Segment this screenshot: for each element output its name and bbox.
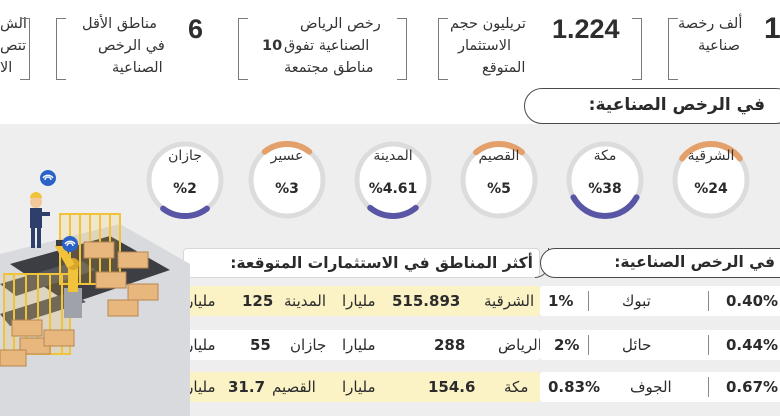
stat-least-text3: الصناعية [112, 60, 163, 76]
divider [708, 335, 710, 355]
region-name: حائل [622, 336, 652, 354]
stat-riyadh-text3: مناطق مجتمعة [284, 60, 374, 76]
ring-graphic [566, 141, 644, 219]
investment-value: 288 [434, 336, 466, 354]
bracket [438, 18, 448, 80]
table-row: الشرقية 515.893 مليارا المدينة 125 مليار… [178, 286, 540, 316]
divider [708, 291, 710, 311]
ring-value: %5 [487, 181, 511, 197]
ring-arc [261, 141, 313, 155]
ring-arc [473, 141, 525, 156]
percent-far: 0.44% [726, 336, 779, 354]
stat-investment-number: 1.224 [552, 14, 620, 44]
investment-value: 55 [250, 336, 271, 354]
ring-graphic [460, 141, 538, 219]
region-name: الشرقية [484, 292, 535, 310]
bracket [238, 18, 248, 80]
licenses-title: في الرخص الصناعية: [540, 248, 780, 278]
stat-investment-text3: المتوقع [482, 60, 526, 76]
region-ring: جازان %2 [142, 134, 228, 226]
investment-value: 31.7 [228, 378, 266, 396]
unit: مليارا [342, 378, 376, 396]
stat-cut-text2: تتص [0, 38, 27, 54]
region-name: مكة [504, 378, 529, 396]
stat-riyadh-bold: 10 [262, 38, 283, 54]
ring-region-name: القصيم [478, 148, 520, 164]
investment-value: 154.6 [428, 378, 476, 396]
unit: مليارا [182, 336, 216, 354]
unit: مليارا [182, 292, 216, 310]
region-name: تبوك [622, 292, 651, 310]
ring-value: %38 [588, 181, 622, 197]
stat-riyadh-text1: رخص الرياض [300, 16, 381, 32]
unit: مليارا [342, 292, 376, 310]
divider [588, 335, 590, 355]
stat-least-text2: في الرخص [98, 38, 165, 54]
investments-title-text: أكثر المناطق في الاستثمارات المتوقعة: [230, 254, 533, 272]
region-ring: عسير %3 [244, 134, 330, 226]
ring-arc [679, 141, 743, 162]
ring-value: %3 [275, 181, 299, 197]
section-title: في الرخص الصناعية: [524, 88, 780, 124]
region-name: المدينة [284, 292, 327, 310]
stat-licenses-text2: صناعية [698, 38, 740, 54]
stat-investment-text1: تريليون حجم [450, 16, 526, 32]
stat-licenses-text1: ألف رخصة [678, 16, 743, 32]
region-name: جازان [290, 336, 327, 354]
region-name: القصيم [272, 378, 316, 396]
bracket [632, 18, 642, 80]
region-ring: مكة %38 [562, 134, 648, 226]
investment-value: 515.893 [392, 292, 461, 310]
ring-region-name: عسير [270, 148, 304, 164]
region-ring: القصيم %5 [456, 134, 542, 226]
table-row: 0.83% الجوف 0.67% [540, 372, 780, 402]
investments-title: أكثر المناطق في الاستثمارات المتوقعة: [183, 248, 549, 278]
percent: 2% [554, 336, 580, 354]
ring-graphic [146, 141, 224, 219]
top-stats-band [0, 0, 780, 96]
stat-least-text1: مناطق الأقل [82, 16, 158, 32]
factory-illustration [0, 170, 190, 416]
ring-graphic [672, 141, 750, 219]
percent: 1% [548, 292, 574, 310]
region-ring: الشرقية %24 [668, 134, 754, 226]
stat-investment-text2: الاستثمار [458, 38, 512, 54]
table-row: الرياض 288 مليارا جازان 55 مليارا [178, 330, 542, 360]
table-row: مكة 154.6 مليارا القصيم 31.7 مليارا [178, 372, 540, 402]
bracket [20, 18, 30, 80]
stat-riyadh-text2: الصناعية تفوق [284, 38, 370, 54]
region-ring: المدينة %4.61 [350, 134, 436, 226]
stat-licenses-number: 1 [764, 12, 780, 45]
ring-region-name: مكة [593, 148, 617, 164]
stat-cut-text1: الش [0, 16, 27, 32]
table-row: 2% حائل 0.44% [540, 330, 780, 360]
ring-value: %4.61 [368, 181, 418, 197]
percent-far: 0.40% [726, 292, 779, 310]
unit: مليارا [182, 378, 216, 396]
unit: مليارا [342, 336, 376, 354]
ring-arc [570, 194, 640, 219]
percent: 0.83% [548, 378, 601, 396]
ring-region-name: جازان [168, 148, 202, 164]
bracket [56, 18, 66, 80]
ring-region-name: المدينة [373, 148, 413, 164]
divider [588, 291, 590, 311]
stat-cut-text3: الا [0, 60, 13, 76]
investment-value: 125 [242, 292, 274, 310]
ring-graphic [248, 141, 326, 219]
table-row: 1% تبوك 0.40% [540, 286, 780, 316]
region-name: الجوف [630, 378, 672, 396]
ring-graphic [354, 141, 432, 219]
region-name: الرياض [498, 336, 542, 354]
stat-least-number: 6 [188, 14, 204, 44]
bracket [668, 18, 678, 80]
ring-arc [367, 204, 419, 219]
ring-region-name: الشرقية [687, 148, 735, 164]
percent-far: 0.67% [726, 378, 779, 396]
divider [708, 377, 710, 397]
ring-value: %2 [173, 181, 197, 197]
ring-arc [160, 205, 210, 219]
bracket [397, 18, 407, 80]
ring-value: %24 [694, 181, 728, 197]
